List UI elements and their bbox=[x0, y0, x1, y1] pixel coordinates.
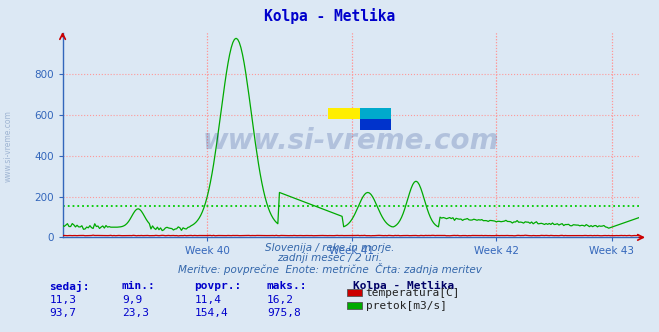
Text: Meritve: povprečne  Enote: metrične  Črta: zadnja meritev: Meritve: povprečne Enote: metrične Črta:… bbox=[177, 263, 482, 275]
Text: Kolpa - Metlika: Kolpa - Metlika bbox=[264, 8, 395, 24]
Text: sedaj:: sedaj: bbox=[49, 281, 90, 291]
Text: maks.:: maks.: bbox=[267, 281, 307, 290]
Text: 975,8: 975,8 bbox=[267, 308, 301, 318]
Text: Kolpa - Metlika: Kolpa - Metlika bbox=[353, 281, 454, 290]
Bar bbox=[360, 119, 391, 130]
Text: 93,7: 93,7 bbox=[49, 308, 76, 318]
Text: 11,4: 11,4 bbox=[194, 295, 221, 305]
Text: zadnji mesec / 2 uri.: zadnji mesec / 2 uri. bbox=[277, 253, 382, 263]
Bar bbox=[360, 108, 391, 119]
Text: 16,2: 16,2 bbox=[267, 295, 294, 305]
Text: www.si-vreme.com: www.si-vreme.com bbox=[203, 127, 499, 155]
Text: temperatura[C]: temperatura[C] bbox=[366, 288, 460, 298]
Text: pretok[m3/s]: pretok[m3/s] bbox=[366, 301, 447, 311]
Text: 154,4: 154,4 bbox=[194, 308, 228, 318]
Text: 9,9: 9,9 bbox=[122, 295, 142, 305]
Text: povpr.:: povpr.: bbox=[194, 281, 242, 290]
Text: Slovenija / reke in morje.: Slovenija / reke in morje. bbox=[265, 243, 394, 253]
Text: www.si-vreme.com: www.si-vreme.com bbox=[3, 110, 13, 182]
Bar bbox=[328, 108, 360, 119]
Text: min.:: min.: bbox=[122, 281, 156, 290]
Text: 11,3: 11,3 bbox=[49, 295, 76, 305]
Text: 23,3: 23,3 bbox=[122, 308, 149, 318]
